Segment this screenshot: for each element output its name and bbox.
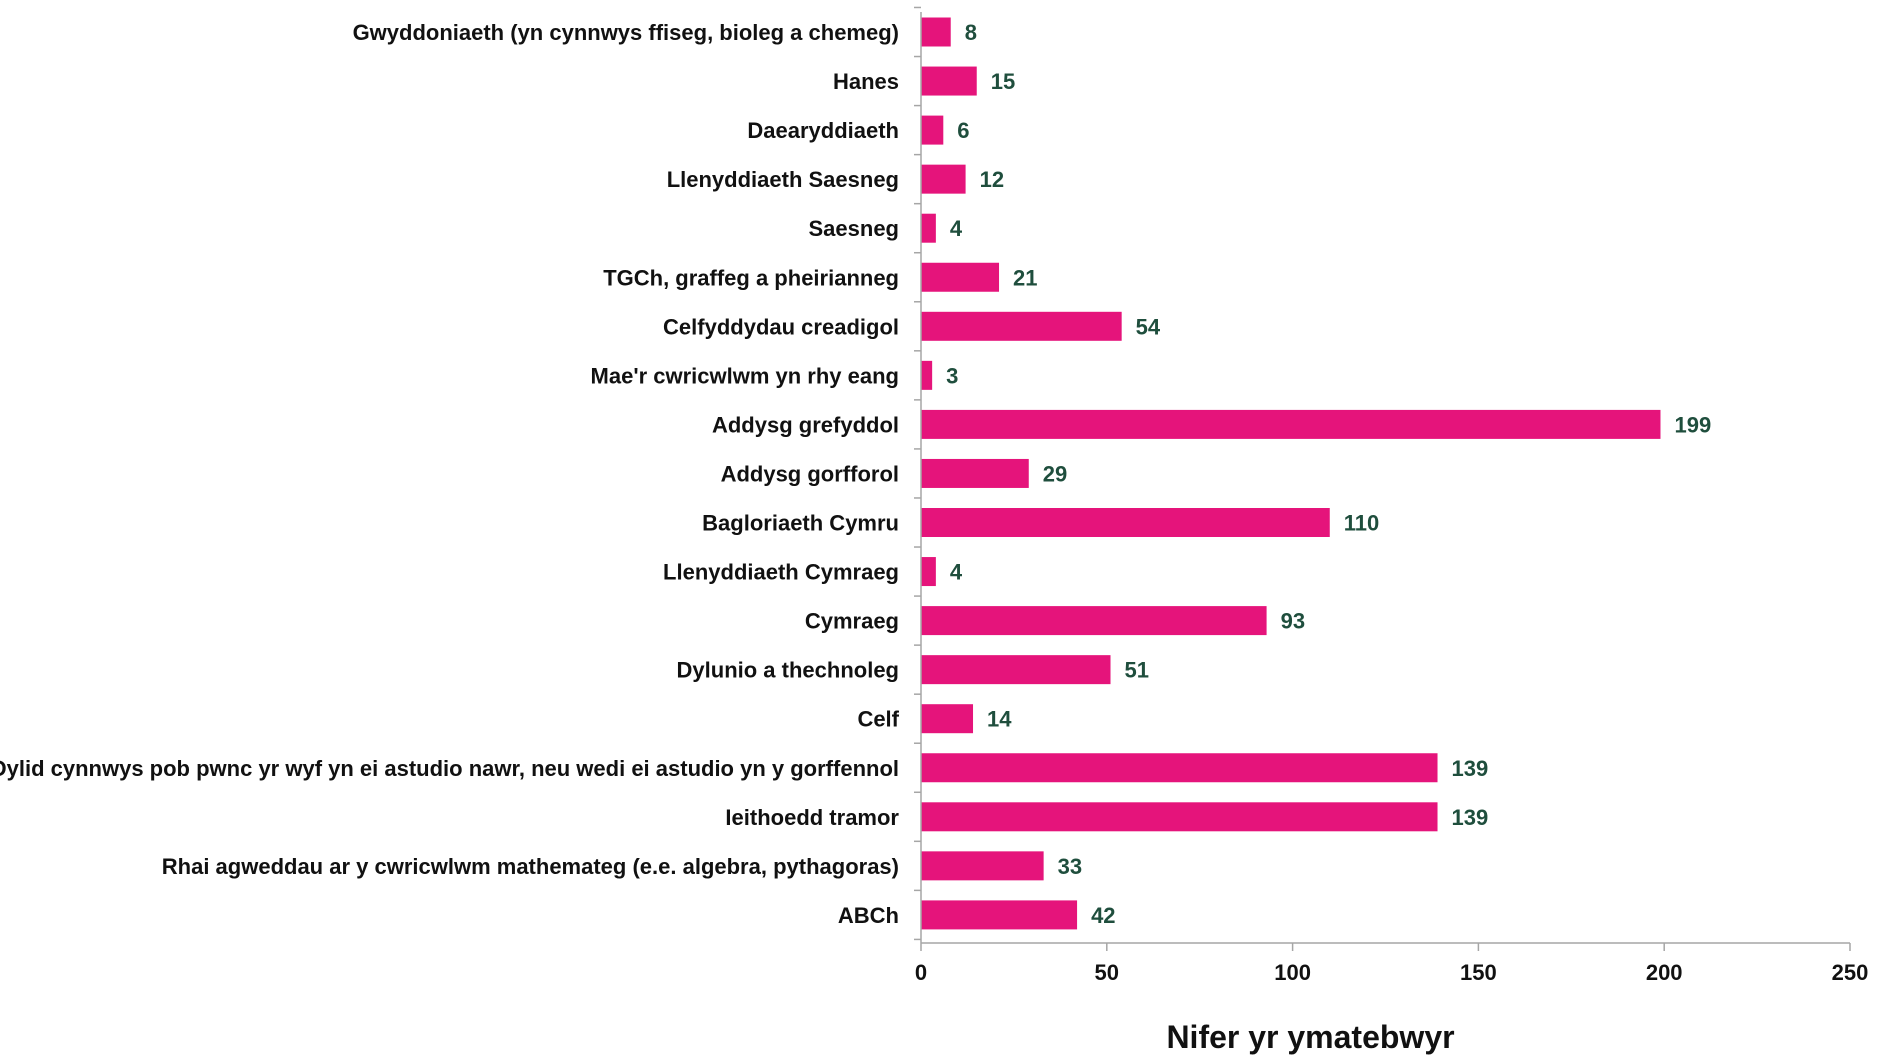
bar-2	[921, 115, 944, 145]
category-label-9: Addysg gorfforol	[721, 461, 899, 486]
category-label-18: ABCh	[838, 903, 899, 928]
x-tick-label-4: 200	[1646, 960, 1683, 985]
category-label-11: Llenyddiaeth Cymraeg	[663, 560, 899, 585]
bar-3	[921, 164, 966, 194]
value-label-7: 3	[946, 363, 958, 388]
bar-7	[921, 360, 933, 390]
category-labels-group: Gwyddoniaeth (yn cynnwys ffiseg, bioleg …	[0, 20, 900, 928]
category-label-1: Hanes	[833, 69, 899, 94]
x-tick-label-5: 250	[1832, 960, 1869, 985]
category-label-6: Celfyddydau creadigol	[663, 314, 899, 339]
bars-group	[921, 17, 1661, 930]
axes-group	[914, 6, 1851, 951]
value-label-18: 42	[1091, 903, 1115, 928]
bar-1	[921, 66, 977, 96]
category-label-13: Dylunio a thechnoleg	[677, 658, 899, 683]
value-label-10: 110	[1344, 511, 1380, 536]
value-label-3: 12	[980, 167, 1004, 192]
bar-15	[921, 753, 1438, 783]
x-tick-label-1: 50	[1095, 960, 1119, 985]
bar-4	[921, 213, 936, 243]
value-label-13: 51	[1125, 658, 1149, 683]
category-label-17: Rhai agweddau ar y cwricwlwm mathemateg …	[162, 854, 899, 879]
category-label-0: Gwyddoniaeth (yn cynnwys ffiseg, bioleg …	[353, 20, 899, 45]
category-label-10: Bagloriaeth Cymru	[702, 511, 899, 536]
value-label-0: 8	[965, 20, 977, 45]
bar-11	[921, 557, 936, 587]
value-label-16: 139	[1452, 805, 1489, 830]
bar-14	[921, 704, 974, 734]
x-tick-label-3: 150	[1460, 960, 1497, 985]
category-label-16: Ieithoedd tramor	[725, 805, 899, 830]
bar-5	[921, 262, 1000, 292]
bar-6	[921, 311, 1122, 341]
category-label-5: TGCh, graffeg a pheirianneg	[603, 265, 899, 290]
category-label-8: Addysg grefyddol	[712, 412, 899, 437]
value-label-9: 29	[1043, 461, 1067, 486]
category-label-15: Dylid cynnwys pob pwnc yr wyf yn ei astu…	[0, 756, 899, 781]
value-labels-group: 8 15 6 12 4 21 54 3 199 29 110 4 93 51 14 139 139 33 42	[946, 20, 1711, 928]
value-label-1: 15	[991, 69, 1015, 94]
bar-17	[921, 851, 1044, 881]
value-label-4: 4	[950, 216, 963, 241]
bar-8	[921, 409, 1661, 439]
x-tick-label-2: 100	[1274, 960, 1311, 985]
value-label-15: 139	[1452, 756, 1489, 781]
category-label-12: Cymraeg	[805, 609, 899, 634]
value-label-6: 54	[1136, 314, 1161, 339]
bar-0	[921, 17, 951, 47]
bar-18	[921, 900, 1078, 930]
bar-12	[921, 606, 1267, 636]
category-label-2: Daearyddiaeth	[747, 118, 899, 143]
value-label-11: 4	[950, 560, 963, 585]
value-label-2: 6	[957, 118, 969, 143]
category-label-7: Mae'r cwricwlwm yn rhy eang	[591, 363, 899, 388]
category-label-14: Celf	[857, 707, 899, 732]
value-label-12: 93	[1281, 609, 1305, 634]
bar-10	[921, 508, 1330, 537]
value-label-5: 21	[1013, 265, 1037, 290]
bar-13	[921, 655, 1111, 685]
bar-9	[921, 458, 1029, 488]
tick-labels-group: 0 50 100 150 200 250	[915, 960, 1868, 985]
bar-16	[921, 802, 1438, 832]
x-tick-label-0: 0	[915, 960, 927, 985]
value-label-8: 199	[1674, 412, 1711, 437]
x-axis-title: Nifer yr ymatebwyr	[1166, 1019, 1454, 1055]
value-label-14: 14	[987, 707, 1012, 732]
value-label-17: 33	[1058, 854, 1082, 879]
category-label-4: Saesneg	[809, 216, 900, 241]
category-label-3: Llenyddiaeth Saesneg	[667, 167, 899, 192]
